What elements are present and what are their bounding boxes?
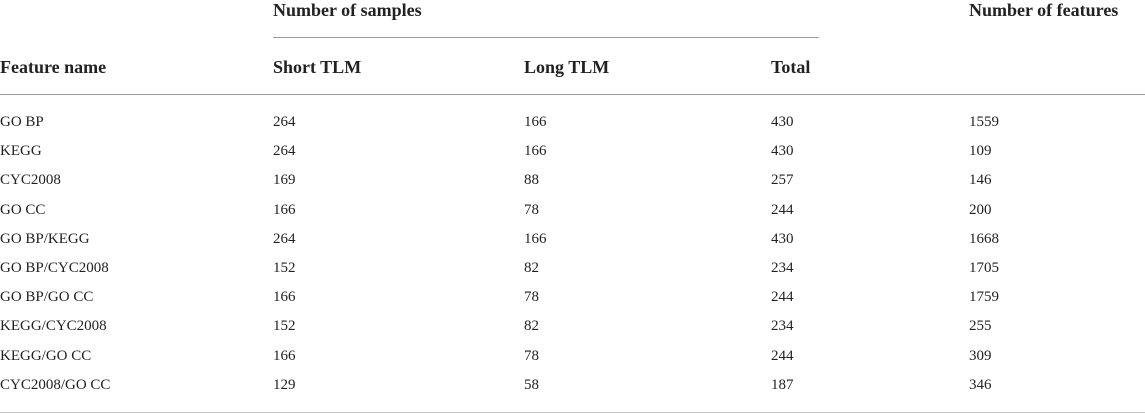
short-tlm-header: Short TLM — [273, 57, 362, 77]
total-cell: 187 — [771, 377, 794, 393]
feature-name-cell: GO BP — [0, 114, 44, 130]
total-header: Total — [771, 57, 811, 77]
number-of-features-cell: 146 — [969, 172, 992, 188]
short-tlm-cell: 166 — [273, 348, 296, 364]
short-tlm-cell: 264 — [273, 231, 296, 247]
table-bottom-rule — [0, 412, 1145, 413]
long-tlm-cell: 166 — [524, 114, 547, 130]
table-row: KEGG 264 166 430 109 — [0, 142, 1145, 171]
long-tlm-cell: 82 — [524, 260, 539, 276]
samples-header-rule — [273, 37, 819, 38]
number-of-features-cell: 1559 — [969, 114, 999, 130]
number-of-features-cell: 1668 — [969, 231, 999, 247]
total-cell: 234 — [771, 318, 794, 334]
long-tlm-header: Long TLM — [524, 57, 610, 77]
short-tlm-cell: 264 — [273, 143, 296, 159]
long-tlm-cell: 82 — [524, 318, 539, 334]
total-cell: 244 — [771, 202, 794, 218]
short-tlm-cell: 152 — [273, 318, 296, 334]
table-row: GO BP/CYC2008 152 82 234 1705 — [0, 259, 1145, 288]
feature-name-cell: KEGG/GO CC — [0, 348, 92, 364]
total-cell: 244 — [771, 289, 794, 305]
feature-name-cell: GO BP/GO CC — [0, 289, 94, 305]
long-tlm-cell: 78 — [524, 348, 539, 364]
table-row: GO CC 166 78 244 200 — [0, 201, 1145, 230]
number-of-features-header: Number of features — [969, 0, 1119, 20]
short-tlm-cell: 166 — [273, 202, 296, 218]
header-bottom-rule — [0, 94, 1145, 95]
table-row: GO BP/KEGG 264 166 430 1668 — [0, 230, 1145, 259]
table-row: CYC2008/GO CC 129 58 187 346 — [0, 376, 1145, 405]
table-row: CYC2008 169 88 257 146 — [0, 171, 1145, 200]
feature-name-cell: CYC2008/GO CC — [0, 377, 111, 393]
number-of-features-cell: 255 — [969, 318, 992, 334]
total-cell: 234 — [771, 260, 794, 276]
number-of-samples-header: Number of samples — [273, 0, 422, 20]
number-of-features-cell: 1705 — [969, 260, 999, 276]
number-of-features-cell: 309 — [969, 348, 992, 364]
table-row: KEGG/CYC2008 152 82 234 255 — [0, 317, 1145, 346]
short-tlm-cell: 264 — [273, 114, 296, 130]
number-of-features-cell: 109 — [969, 143, 992, 159]
feature-name-cell: KEGG/CYC2008 — [0, 318, 107, 334]
long-tlm-cell: 58 — [524, 377, 539, 393]
short-tlm-cell: 152 — [273, 260, 296, 276]
long-tlm-cell: 78 — [524, 202, 539, 218]
feature-name-cell: GO BP/KEGG — [0, 231, 90, 247]
table-row: GO BP/GO CC 166 78 244 1759 — [0, 288, 1145, 317]
table-row: KEGG/GO CC 166 78 244 309 — [0, 347, 1145, 376]
long-tlm-cell: 166 — [524, 231, 547, 247]
total-cell: 257 — [771, 172, 794, 188]
long-tlm-cell: 88 — [524, 172, 539, 188]
short-tlm-cell: 129 — [273, 377, 296, 393]
total-cell: 430 — [771, 143, 794, 159]
number-of-features-cell: 1759 — [969, 289, 999, 305]
table-row: GO BP 264 166 430 1559 — [0, 113, 1145, 142]
feature-name-cell: KEGG — [0, 143, 42, 159]
long-tlm-cell: 78 — [524, 289, 539, 305]
feature-name-cell: GO CC — [0, 202, 46, 218]
number-of-features-cell: 346 — [969, 377, 992, 393]
feature-name-cell: GO BP/CYC2008 — [0, 260, 109, 276]
total-cell: 430 — [771, 231, 794, 247]
feature-name-header: Feature name — [0, 57, 107, 77]
long-tlm-cell: 166 — [524, 143, 547, 159]
short-tlm-cell: 169 — [273, 172, 296, 188]
number-of-features-cell: 200 — [969, 202, 992, 218]
total-cell: 430 — [771, 114, 794, 130]
feature-name-cell: CYC2008 — [0, 172, 61, 188]
total-cell: 244 — [771, 348, 794, 364]
short-tlm-cell: 166 — [273, 289, 296, 305]
